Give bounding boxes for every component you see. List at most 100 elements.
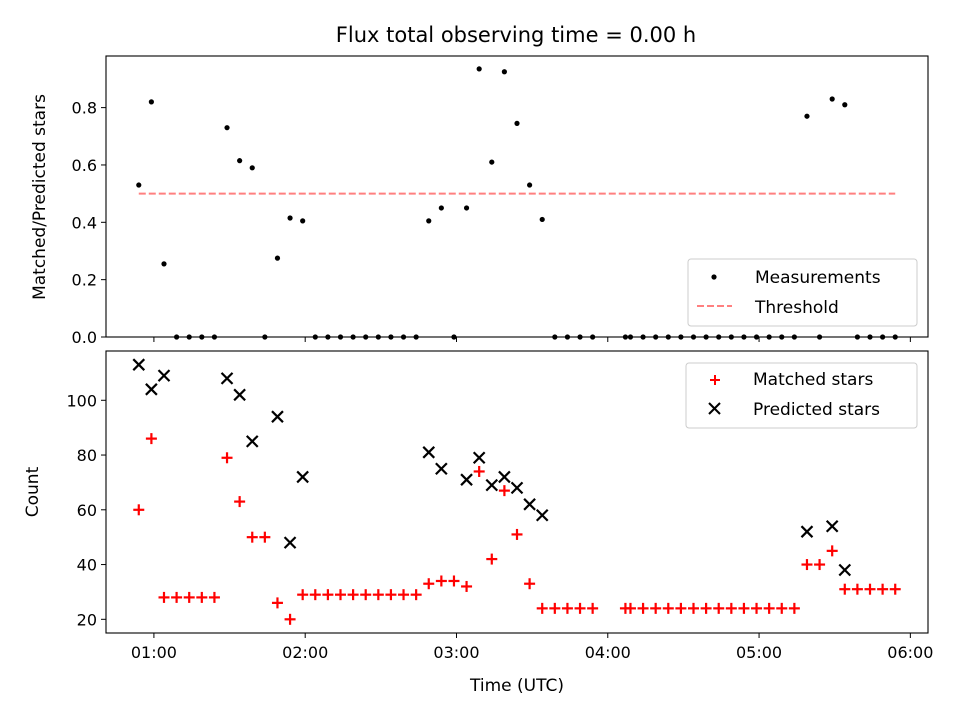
matched-star-marker bbox=[271, 597, 283, 609]
predicted-star-marker bbox=[523, 498, 536, 511]
matched-star-marker bbox=[814, 559, 826, 571]
matched-star-marker bbox=[347, 589, 359, 601]
predicted-star-marker bbox=[145, 383, 158, 396]
legend-predicted-label: Predicted stars bbox=[753, 400, 880, 420]
top-y-tick-label: 0.2 bbox=[72, 271, 97, 290]
matched-star-marker bbox=[574, 602, 586, 614]
matched-star-marker bbox=[763, 602, 775, 614]
top-y-tick-label: 0.6 bbox=[72, 156, 97, 175]
predicted-star-marker bbox=[435, 462, 448, 476]
measurement-point bbox=[426, 218, 432, 224]
bottom-legend: Matched stars Predicted stars bbox=[685, 362, 918, 429]
matched-star-marker bbox=[486, 553, 498, 565]
matched-star-marker bbox=[246, 531, 258, 543]
matched-star-marker bbox=[561, 602, 573, 614]
top-axes-frame bbox=[105, 55, 929, 338]
top-x-ticks bbox=[153, 337, 911, 342]
bottom-x-tick-label: 05:00 bbox=[736, 643, 782, 662]
matched-star-marker bbox=[284, 613, 296, 625]
measurement-point bbox=[274, 255, 281, 261]
matched-star-marker bbox=[889, 583, 901, 595]
top-y-ticks: 0.0 0.2 0.4 0.6 0.8 bbox=[72, 99, 106, 347]
matched-star-marker bbox=[423, 578, 435, 590]
matched-star-marker bbox=[309, 589, 321, 601]
top-y-axis-label: Matched/Predicted stars bbox=[30, 94, 50, 300]
matched-star-marker bbox=[448, 575, 460, 587]
predicted-star-marker bbox=[422, 446, 436, 459]
bottom-y-tick-label: 100 bbox=[66, 391, 97, 410]
matched-star-marker bbox=[839, 583, 851, 595]
matched-star-marker bbox=[877, 583, 889, 595]
measurement-point bbox=[148, 99, 154, 105]
legend-matched-marker bbox=[710, 375, 720, 385]
matched-star-marker bbox=[650, 602, 662, 614]
matched-star-marker bbox=[234, 496, 246, 508]
legend-threshold-label: Threshold bbox=[754, 298, 839, 318]
matched-star-marker bbox=[788, 602, 800, 614]
bottom-y-tick-label: 80 bbox=[77, 446, 97, 465]
matched-star-marker bbox=[700, 602, 712, 614]
measurement-point bbox=[161, 261, 167, 267]
measurement-point bbox=[438, 205, 444, 211]
measurement-point bbox=[224, 125, 230, 131]
predicted-star-marker bbox=[245, 435, 259, 448]
predicted-star-marker bbox=[800, 525, 814, 538]
bottom-panel: 20 40 60 80 100 01:00 02:00 03:00 04:00 05:00 06:… bbox=[23, 350, 933, 696]
matched-star-marker bbox=[410, 589, 422, 601]
legend-measurements-label: Measurements bbox=[755, 268, 881, 288]
matched-star-marker bbox=[536, 602, 548, 614]
matched-star-marker bbox=[738, 602, 750, 614]
matched-star-marker bbox=[158, 591, 170, 603]
chart-title: Flux total observing time = 0.00 h bbox=[336, 23, 696, 47]
measurement-point bbox=[527, 182, 533, 188]
matched-star-marker bbox=[637, 602, 649, 614]
legend-predicted-marker bbox=[708, 402, 721, 415]
matched-star-marker bbox=[435, 575, 447, 587]
matched-star-marker bbox=[587, 602, 599, 614]
measurement-point bbox=[476, 66, 482, 72]
measurement-point bbox=[514, 120, 520, 126]
matched-star-marker bbox=[624, 602, 636, 614]
matched-star-marker bbox=[360, 589, 372, 601]
measurement-point bbox=[136, 182, 142, 188]
predicted-star-marker bbox=[510, 481, 524, 495]
matched-star-marker bbox=[688, 602, 700, 614]
bottom-markers bbox=[132, 358, 901, 625]
matched-star-marker bbox=[498, 485, 510, 497]
matched-star-marker bbox=[385, 589, 397, 601]
matched-star-marker bbox=[133, 504, 145, 516]
predicted-star-marker bbox=[233, 388, 246, 402]
predicted-star-marker bbox=[838, 563, 852, 577]
bottom-x-tick-label: 06:00 bbox=[887, 643, 933, 662]
matched-star-marker bbox=[171, 591, 183, 603]
top-y-tick-label: 0.0 bbox=[72, 328, 97, 347]
measurement-point bbox=[804, 113, 810, 119]
matched-star-marker bbox=[334, 589, 346, 601]
predicted-star-marker bbox=[472, 451, 486, 465]
top-legend-box bbox=[687, 258, 918, 327]
matched-star-marker bbox=[675, 602, 687, 614]
predicted-star-marker bbox=[460, 473, 473, 486]
measurement-point bbox=[237, 158, 243, 164]
bottom-x-ticks: 01:00 02:00 03:00 04:00 05:00 06:00 bbox=[131, 633, 933, 662]
matched-star-marker bbox=[221, 452, 233, 464]
legend-matched-label: Matched stars bbox=[753, 370, 873, 390]
matched-star-marker bbox=[713, 602, 725, 614]
matched-star-marker bbox=[662, 602, 674, 614]
measurement-point bbox=[539, 216, 545, 223]
top-y-tick-label: 0.8 bbox=[72, 99, 97, 118]
measurement-point bbox=[463, 205, 470, 211]
matched-star-marker bbox=[259, 531, 271, 543]
measurement-point bbox=[300, 218, 306, 224]
top-legend: Measurements Threshold bbox=[687, 258, 918, 327]
bottom-y-axis-label: Count bbox=[23, 466, 43, 517]
matched-star-marker bbox=[751, 602, 763, 614]
legend-measurements-marker bbox=[711, 274, 717, 280]
measurement-point bbox=[829, 96, 835, 102]
matched-star-marker bbox=[511, 528, 523, 540]
bottom-x-tick-label: 02:00 bbox=[282, 643, 328, 662]
predicted-star-marker bbox=[498, 470, 511, 484]
bottom-x-tick-label: 03:00 bbox=[433, 643, 479, 662]
predicted-star-marker bbox=[283, 536, 297, 549]
predicted-star-marker bbox=[825, 519, 839, 533]
